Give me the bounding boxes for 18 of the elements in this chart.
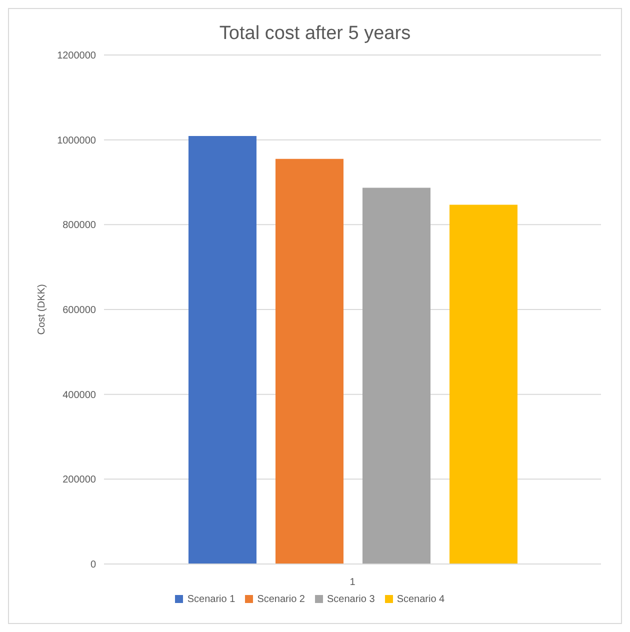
x-tick-label: 1 [350,577,356,588]
bar [275,158,344,564]
bar [188,136,256,564]
chart-title: Total cost after 5 years [218,22,412,45]
legend-label: Scenario 3 [327,594,375,605]
legend-label: Scenario 2 [257,594,305,605]
y-tick-label: 0 [90,560,96,571]
legend-label: Scenario 1 [187,594,236,605]
y-tick-label: 600000 [62,305,96,316]
bar [449,204,518,564]
bar [362,188,430,564]
y-tick-label: 200000 [62,474,96,486]
y-tick-label: 800000 [62,220,96,232]
legend-label: Scenario 4 [396,594,445,605]
y-axis-title: Cost (DKK) [36,284,48,335]
y-tick-label: 1000000 [57,135,96,146]
y-tick-label: 1200000 [57,50,96,62]
y-tick-label: 400000 [62,390,96,401]
